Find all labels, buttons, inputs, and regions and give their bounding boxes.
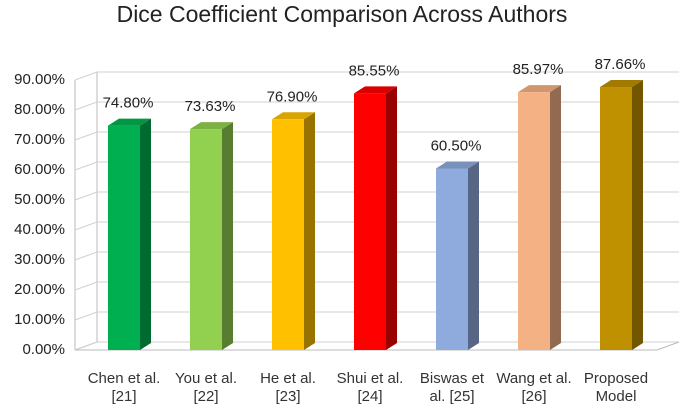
grid-depth-line xyxy=(74,71,98,81)
bar xyxy=(108,118,151,350)
bar-face xyxy=(518,92,550,350)
x-tick-label: Shui et al. [24] xyxy=(336,370,404,405)
value-label: 74.80% xyxy=(103,95,154,112)
bar xyxy=(518,85,561,350)
bar xyxy=(436,161,479,350)
bar xyxy=(190,122,233,350)
value-label: 85.97% xyxy=(513,61,564,78)
bar-face xyxy=(190,129,222,350)
bar-face xyxy=(354,86,397,94)
bar-face xyxy=(632,80,643,351)
grid-depth-line xyxy=(74,311,98,321)
y-tick-label: 10.00% xyxy=(14,311,65,328)
bar-face xyxy=(386,86,397,350)
value-label: 73.63% xyxy=(185,98,236,115)
bar-face xyxy=(600,87,632,351)
bar-face xyxy=(272,119,304,350)
x-tick-label: Biswas et al. [25] xyxy=(419,370,485,405)
y-tick-label: 60.00% xyxy=(14,161,65,178)
y-tick-label: 30.00% xyxy=(14,251,65,268)
bar-face xyxy=(272,112,315,120)
value-label: 60.50% xyxy=(431,137,482,154)
value-label: 85.55% xyxy=(349,62,400,79)
y-tick-label: 40.00% xyxy=(14,221,65,238)
bar-face xyxy=(468,161,479,350)
grid-depth-line xyxy=(74,251,98,261)
y-tick-label: 90.00% xyxy=(14,71,65,88)
grid-depth-line xyxy=(74,131,98,141)
x-tick-label: Wang et al. [26] xyxy=(496,370,572,405)
x-tick-label: You et al. [22] xyxy=(175,370,237,405)
bar-face xyxy=(108,118,151,126)
bar-face xyxy=(222,122,233,350)
bar xyxy=(272,112,315,350)
bar-face xyxy=(518,85,561,93)
x-tick-label: He et al. [23] xyxy=(260,370,316,405)
grid-depth-line xyxy=(74,191,98,201)
y-tick-label: 50.00% xyxy=(14,191,65,208)
grid-depth-line xyxy=(74,161,98,171)
bar xyxy=(600,80,643,351)
bar-face xyxy=(550,85,561,350)
y-tick-label: 0.00% xyxy=(22,341,65,358)
grid-depth-line xyxy=(74,101,98,111)
x-tick-label: Proposed Model xyxy=(583,370,649,405)
bar-face xyxy=(108,125,140,350)
grid-depth-line xyxy=(74,341,98,351)
bar-face xyxy=(140,118,151,350)
x-tick-label: Chen et al. [21] xyxy=(87,370,161,405)
grid-depth-line xyxy=(74,221,98,231)
grid-depth-line xyxy=(74,281,98,291)
bar-face xyxy=(600,80,643,88)
y-tick-label: 70.00% xyxy=(14,131,65,148)
y-tick-label: 80.00% xyxy=(14,101,65,118)
bar-face xyxy=(436,168,468,350)
bar xyxy=(354,86,397,350)
chart-title: Dice Coefficient Comparison Across Autho… xyxy=(117,1,568,27)
bar-face xyxy=(436,161,479,169)
y-tick-label: 20.00% xyxy=(14,281,65,298)
value-label: 87.66% xyxy=(595,56,646,73)
bar-face xyxy=(190,122,233,130)
bar-face xyxy=(304,112,315,350)
value-label: 76.90% xyxy=(267,88,318,105)
bar-face xyxy=(354,93,386,350)
floor-line xyxy=(656,341,680,351)
